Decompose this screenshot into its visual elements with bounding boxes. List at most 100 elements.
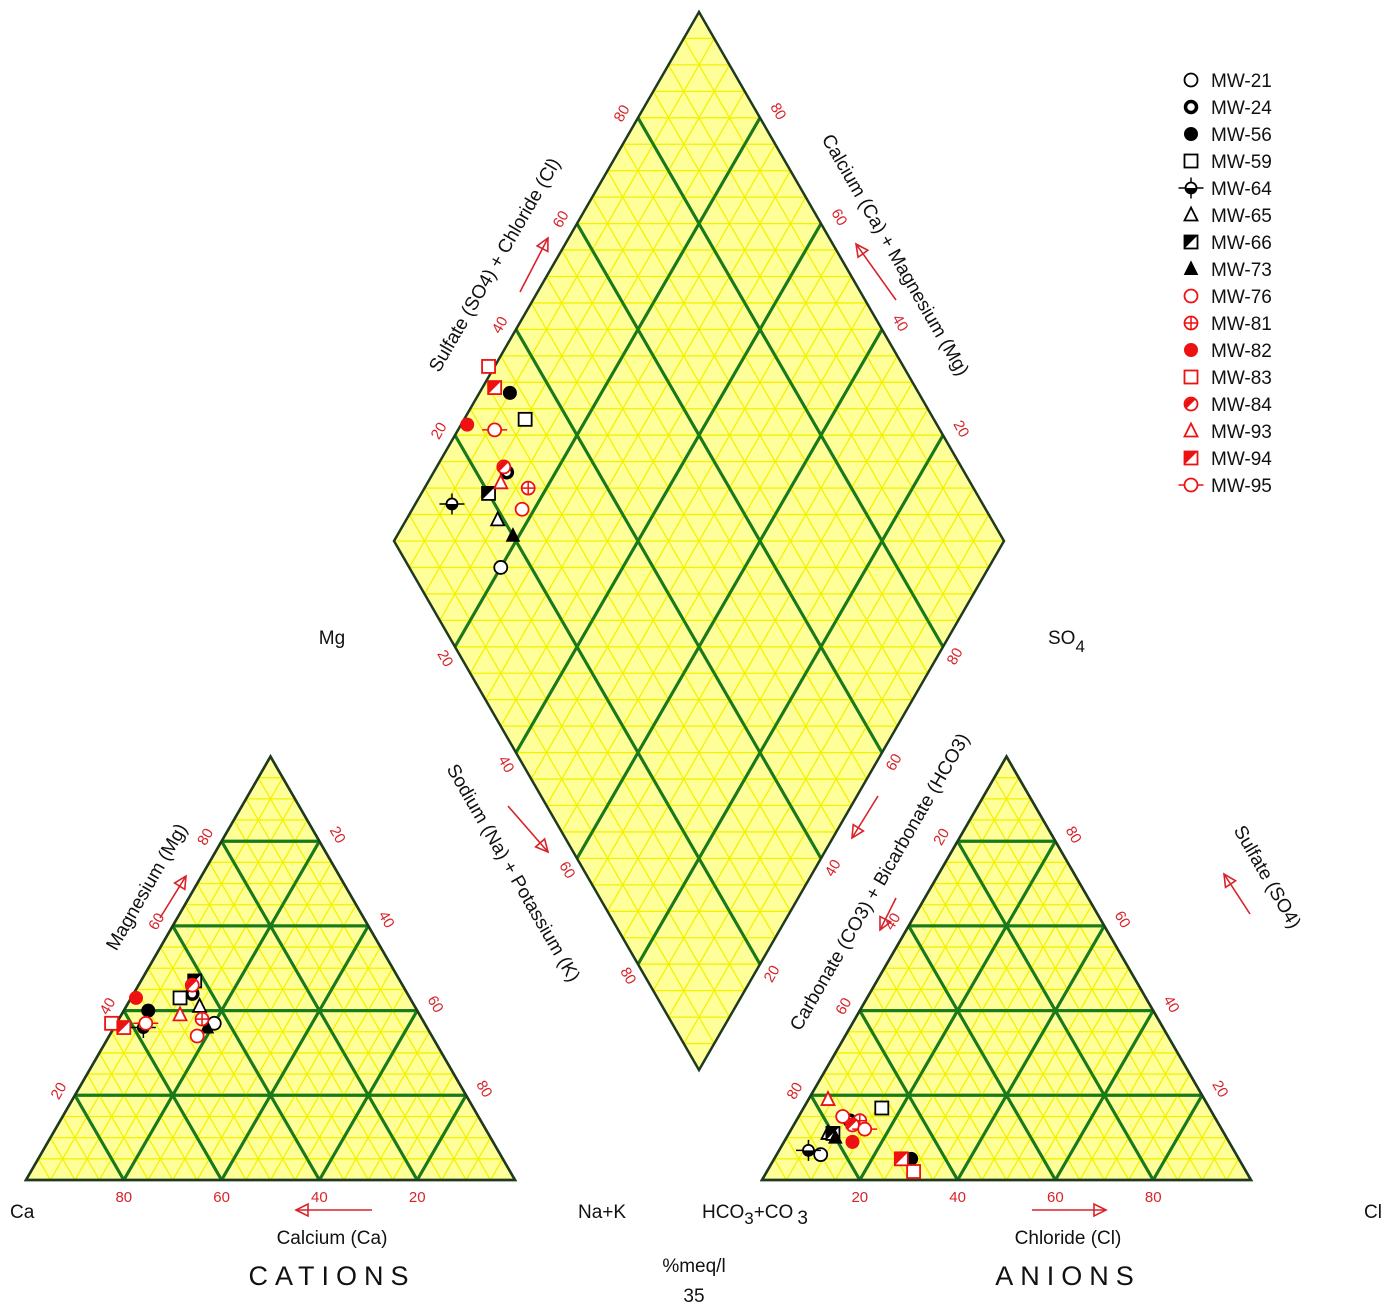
anion-tick-bottom: 20 <box>851 1189 868 1206</box>
diamond-point <box>493 560 509 575</box>
cation-point <box>189 1028 205 1044</box>
cation-tick-right: 40 <box>375 908 398 931</box>
diamond-tick-upper-right: 60 <box>827 206 850 229</box>
diamond-point <box>496 459 512 475</box>
cation-tick-bottom: 40 <box>311 1189 328 1206</box>
cation-majorline <box>220 925 370 1181</box>
legend-marker <box>1178 477 1204 493</box>
anion-point <box>845 1134 860 1149</box>
diamond-majorline <box>453 117 762 648</box>
series-mw-93 <box>172 473 836 1106</box>
cation-point <box>194 1011 210 1027</box>
diamond-point <box>481 485 496 501</box>
cation-triangle-gridline <box>269 967 394 1181</box>
anion-triangle-gridline <box>785 1137 812 1181</box>
legend-item-mw-95: MW-95 <box>1178 476 1272 497</box>
diamond-point <box>460 417 475 432</box>
anion-point <box>795 1139 821 1161</box>
diamond-tick-lower-left: 40 <box>494 753 517 776</box>
diamond-outline <box>392 9 1006 1073</box>
cation-point <box>141 1003 156 1018</box>
legend-label: MW-94 <box>1211 449 1272 470</box>
anion-tick-right: 60 <box>1111 908 1134 931</box>
cation-point <box>116 1020 132 1035</box>
series-mw-84 <box>184 459 860 1133</box>
legend-marker <box>1183 234 1199 250</box>
legend-marker <box>1183 205 1199 222</box>
anion-tick-left: 60 <box>832 995 855 1018</box>
anion-triangle-gridline <box>834 819 1044 1181</box>
cation-corner-ca: Ca <box>10 1202 35 1223</box>
anion-axis-bottom-label: Chloride (Cl) <box>1015 1228 1122 1249</box>
page-number: 35 <box>683 1286 704 1307</box>
diamond-point <box>487 380 503 395</box>
series-mw-94 <box>116 380 909 1167</box>
cation-triangle <box>23 754 518 1182</box>
diamond-tick-upper-right: 80 <box>766 100 789 123</box>
anion-tick-bottom: 60 <box>1047 1189 1064 1206</box>
anion-point <box>852 1121 878 1137</box>
diamond-point <box>439 493 465 515</box>
legend-item-mw-81: MW-81 <box>1183 314 1272 335</box>
anion-triangle-gridline <box>920 904 1081 1181</box>
diamond-tick-upper-left: 80 <box>611 102 634 125</box>
anion-tick-right: 80 <box>1062 823 1085 846</box>
anion-axis-right-label: Sulfate (SO4) <box>1229 822 1305 932</box>
cation-point <box>172 990 188 1006</box>
anion-point <box>893 1151 909 1167</box>
legend-marker <box>1183 421 1199 438</box>
series-mw-73 <box>199 527 843 1144</box>
anion-triangle-gridline <box>785 777 1020 1181</box>
cation-triangle-gridline <box>184 904 345 1181</box>
cation-point <box>184 977 200 993</box>
legend-label: MW-56 <box>1211 125 1272 146</box>
legend-marker <box>1183 315 1199 331</box>
cation-triangle-gridline <box>441 1116 479 1181</box>
diamond-point <box>517 411 533 427</box>
legend-label: MW-81 <box>1211 314 1272 335</box>
cation-triangle-gridline <box>159 946 296 1181</box>
anion-corner-hco3: HCO3+CO 3 <box>702 1202 808 1229</box>
diamond-majorline <box>575 222 884 754</box>
cation-tick-right: 60 <box>424 993 447 1016</box>
cation-axis-bottom-label: Calcium (Ca) <box>277 1228 388 1249</box>
arrow-sulfate <box>1223 872 1251 915</box>
cation-corner-nak: Na+K <box>578 1202 626 1223</box>
anion-point <box>906 1164 921 1179</box>
diamond-tick-upper-right: 40 <box>888 312 911 335</box>
cation-triangle-gridline <box>49 1137 76 1181</box>
cation-triangle-gridline <box>257 777 492 1181</box>
diamond-majorline <box>514 328 823 860</box>
series-mw-82 <box>129 417 860 1149</box>
legend-item-mw-93: MW-93 <box>1183 421 1272 443</box>
legend-marker <box>1183 288 1199 304</box>
anion-triangle-gridline <box>944 862 1130 1181</box>
cation-tick-right: 80 <box>472 1078 495 1101</box>
anion-triangle-gridline <box>883 967 1008 1181</box>
legend-marker <box>1183 396 1199 412</box>
anion-tick-left: 80 <box>783 1080 806 1103</box>
arrow-calcium <box>294 1202 372 1218</box>
anion-tick-left: 20 <box>930 825 953 848</box>
arrow-chloride <box>1032 1202 1108 1218</box>
anion-outline <box>759 754 1254 1182</box>
legend-label: MW-66 <box>1211 233 1272 254</box>
cation-tick-bottom: 20 <box>409 1189 426 1206</box>
legend-item-mw-82: MW-82 <box>1184 341 1272 362</box>
arrow-so4-cl <box>519 236 549 293</box>
cation-apex-mg: Mg <box>319 628 345 649</box>
legend-item-mw-66: MW-66 <box>1183 233 1272 254</box>
cation-triangle-gridline <box>98 819 308 1181</box>
cation-majorline <box>122 1009 223 1181</box>
cation-tick-right: 20 <box>326 823 349 846</box>
anion-triangle-gridline <box>993 777 1228 1181</box>
diamond-tick-lower-right: 80 <box>944 645 967 668</box>
diamond-tick-lower-right: 20 <box>761 962 784 985</box>
anion-corner-cl: Cl <box>1364 1202 1382 1223</box>
diamond-point <box>481 359 496 374</box>
diamond-point <box>505 527 521 542</box>
anion-majorline <box>858 1009 959 1181</box>
cation-triangle-gridline <box>111 1031 198 1181</box>
cation-triangle-gridline <box>98 1052 174 1181</box>
cation-triangle-gridline <box>147 862 333 1181</box>
